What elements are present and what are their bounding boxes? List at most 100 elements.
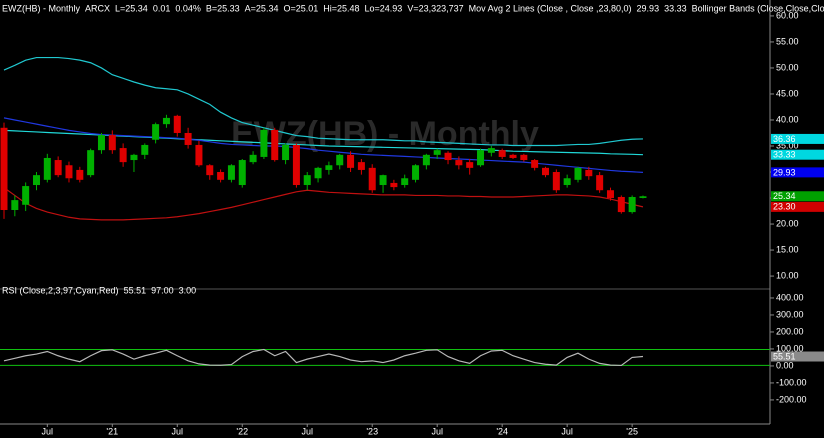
- header-text: Mov Avg 2 Lines (Close , Close ,23,80,0): [469, 3, 632, 13]
- candle-body: [22, 186, 30, 205]
- candle-body: [542, 167, 549, 176]
- x-tick-label: '22: [236, 426, 248, 436]
- y-tick-label: -200.00: [776, 394, 807, 404]
- candle-body: [282, 144, 290, 161]
- header-text: 55.51: [124, 285, 147, 295]
- price-tag: [771, 133, 824, 144]
- price-tag-label: 23.30: [773, 202, 796, 212]
- candle-body: [520, 154, 528, 161]
- price-tag-label: 33.33: [773, 150, 796, 160]
- candle-body: [596, 175, 604, 191]
- candle-body: [466, 162, 474, 168]
- header-text: B=25.33: [206, 3, 240, 13]
- candle-body: [347, 154, 355, 168]
- candle-body: [455, 160, 463, 166]
- candle-body: [639, 196, 647, 198]
- candle-body: [87, 150, 95, 176]
- header-text: 33.33: [664, 3, 687, 13]
- candle-body: [0, 127, 8, 210]
- price-tag-label: 36.36: [773, 134, 796, 144]
- candle-body: [119, 148, 127, 163]
- y-tick-label: 20.00: [776, 218, 799, 228]
- y-tick-label: 15.00: [776, 244, 799, 254]
- candle-body: [325, 165, 333, 170]
- indicator-line: [3, 187, 644, 221]
- candle-body: [531, 160, 539, 168]
- header-text: Bollinger Bands (Close,Close,Close,21,2,…: [692, 3, 824, 13]
- x-tick-label: Jul: [42, 426, 54, 436]
- candle-body: [379, 175, 387, 186]
- candle-body: [227, 165, 235, 180]
- candle-body: [206, 165, 214, 176]
- indicator-line: [3, 348, 644, 367]
- header-text: 0.04%: [175, 3, 201, 13]
- candle-body: [162, 117, 170, 125]
- x-tick-label: '21: [106, 426, 118, 436]
- header-text: L=25.34: [115, 3, 148, 13]
- y-tick-label: 45.00: [776, 88, 799, 98]
- price-tag: [771, 149, 824, 160]
- candle-body: [606, 190, 614, 199]
- level-label: 3.00: [179, 285, 197, 295]
- candle-body: [617, 196, 625, 213]
- candle-body: [509, 154, 517, 158]
- candle-body: [65, 165, 73, 179]
- header-text: Lo=24.93: [365, 3, 403, 13]
- price-tag-label: 29.93: [773, 167, 796, 177]
- candle-body: [54, 160, 62, 176]
- candle-body: [173, 115, 181, 133]
- candle-body: [76, 169, 84, 180]
- y-tick-label: 55.00: [776, 36, 799, 46]
- header-text: A=25.34: [245, 3, 279, 13]
- candle-body: [498, 150, 506, 157]
- y-tick-label: 35.00: [776, 140, 799, 150]
- candle-body: [303, 175, 311, 186]
- candle-body: [628, 196, 636, 213]
- y-tick-label: 60.00: [776, 10, 799, 20]
- x-tick-label: Jul: [301, 426, 313, 436]
- candle-body: [390, 182, 398, 188]
- candle-body: [412, 165, 420, 180]
- price-tag-label: 55.51: [773, 351, 796, 361]
- candle-body: [184, 132, 192, 145]
- candle-body: [32, 175, 40, 186]
- candle-body: [444, 152, 452, 161]
- y-tick-label: 10.00: [776, 270, 799, 280]
- y-tick-label: 0.00: [776, 360, 794, 370]
- header-text: 29.93: [637, 3, 660, 13]
- candle-body: [314, 167, 322, 179]
- candle-body: [574, 167, 582, 180]
- candle-body: [271, 129, 279, 161]
- header-text: ARCX: [85, 3, 110, 13]
- candle-body: [336, 154, 344, 166]
- y-tick-label: 400.00: [776, 292, 804, 302]
- price-tag: [771, 201, 824, 212]
- header-text: V=23,323,737: [407, 3, 463, 13]
- candle-body: [563, 178, 571, 186]
- price-tag-label: 25.34: [773, 191, 796, 201]
- y-tick-label: 300.00: [776, 309, 804, 319]
- candle-body: [433, 150, 441, 155]
- candle-body: [238, 160, 246, 186]
- candle-body: [108, 135, 116, 151]
- candle-body: [11, 200, 19, 210]
- y-tick-label: 40.00: [776, 114, 799, 124]
- header-text: Hi=25.48: [323, 3, 359, 13]
- header-text: O=25.01: [283, 3, 318, 13]
- x-tick-label: Jul: [431, 426, 443, 436]
- level-label: 97.00: [151, 285, 174, 295]
- header-text: EWZ(HB) - Monthly: [2, 3, 81, 13]
- price-tag: [771, 167, 824, 178]
- header-text: RSI (Close,2,3,97,Cyan,Red): [2, 285, 119, 295]
- x-tick-label: Jul: [172, 426, 184, 436]
- candle-body: [368, 167, 376, 191]
- x-tick-label: '25: [626, 426, 638, 436]
- candle-body: [292, 144, 300, 186]
- candle-body: [401, 178, 409, 186]
- y-tick-label: 50.00: [776, 62, 799, 72]
- candle-body: [260, 129, 268, 157]
- y-tick-label: -100.00: [776, 377, 807, 387]
- candle-body: [130, 154, 138, 161]
- candle-body: [152, 124, 160, 140]
